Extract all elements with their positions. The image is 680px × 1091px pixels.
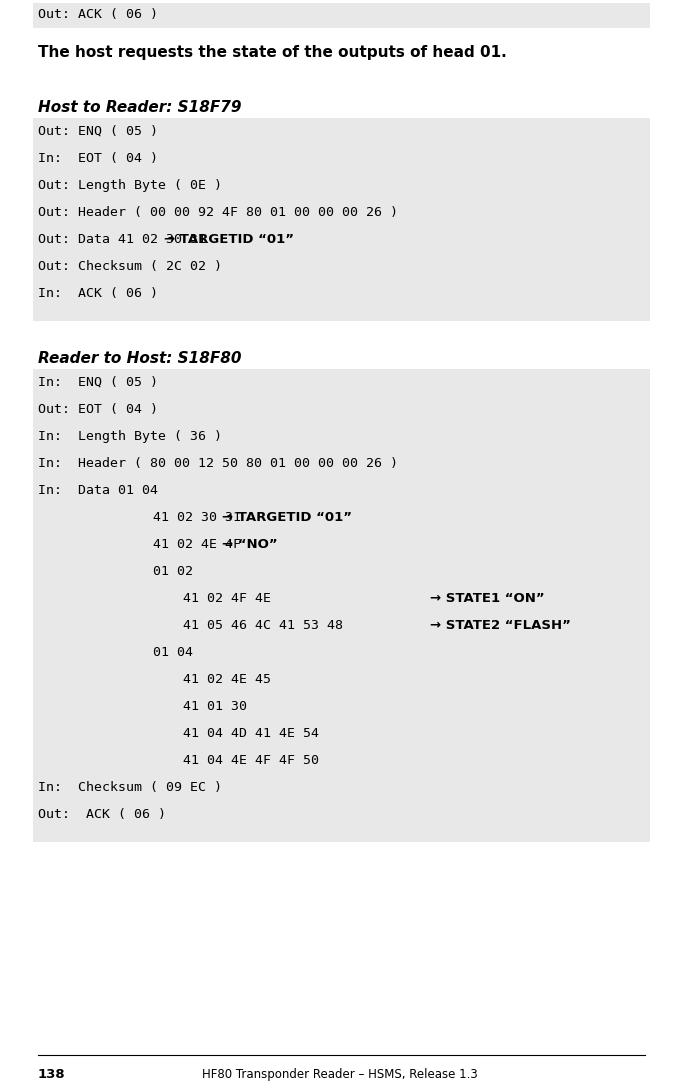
Text: Out: Length Byte ( 0E ): Out: Length Byte ( 0E ) [38,179,222,192]
Text: Host to Reader: S18F79: Host to Reader: S18F79 [38,100,241,115]
Text: 41 02 30 31: 41 02 30 31 [153,511,249,524]
Text: → STATE2 “FLASH”: → STATE2 “FLASH” [430,619,571,632]
Text: In:  Data 01 04: In: Data 01 04 [38,484,158,497]
Text: 41 05 46 4C 41 53 48: 41 05 46 4C 41 53 48 [183,619,343,632]
Text: Out: Data 41 02 30 31: Out: Data 41 02 30 31 [38,233,214,245]
Text: Out: Checksum ( 2C 02 ): Out: Checksum ( 2C 02 ) [38,260,222,273]
Text: → TARGETID “01”: → TARGETID “01” [222,511,352,524]
Text: Out:  ACK ( 06 ): Out: ACK ( 06 ) [38,808,166,822]
Text: In:  Length Byte ( 36 ): In: Length Byte ( 36 ) [38,430,222,443]
Text: In:  Header ( 80 00 12 50 80 01 00 00 00 26 ): In: Header ( 80 00 12 50 80 01 00 00 00 … [38,457,398,470]
Text: In:  EOT ( 04 ): In: EOT ( 04 ) [38,152,158,165]
Text: 01 04: 01 04 [153,646,193,659]
Bar [33,369,650,842]
Text: Out: Header ( 00 00 92 4F 80 01 00 00 00 26 ): Out: Header ( 00 00 92 4F 80 01 00 00 00… [38,206,398,219]
Text: 41 04 4E 4F 4F 50: 41 04 4E 4F 4F 50 [183,754,319,767]
Bar [33,3,650,28]
Bar [33,118,650,321]
Text: 41 02 4E 4F: 41 02 4E 4F [153,538,249,551]
Text: Out: ACK ( 06 ): Out: ACK ( 06 ) [38,8,158,21]
Text: 41 01 30: 41 01 30 [183,700,247,714]
Text: In:  ENQ ( 05 ): In: ENQ ( 05 ) [38,376,158,389]
Text: → “NO”: → “NO” [222,538,277,551]
Text: In:  Checksum ( 09 EC ): In: Checksum ( 09 EC ) [38,781,222,794]
Text: 41 04 4D 41 4E 54: 41 04 4D 41 4E 54 [183,727,319,740]
Text: 41 02 4E 45: 41 02 4E 45 [183,673,271,686]
Text: HF80 Transponder Reader – HSMS, Release 1.3: HF80 Transponder Reader – HSMS, Release … [202,1068,478,1081]
Text: 138: 138 [38,1068,66,1081]
Text: Out: ENQ ( 05 ): Out: ENQ ( 05 ) [38,125,158,137]
Text: The host requests the state of the outputs of head 01.: The host requests the state of the outpu… [38,45,507,60]
Text: 41 02 4F 4E: 41 02 4F 4E [183,592,271,606]
Text: Out: EOT ( 04 ): Out: EOT ( 04 ) [38,403,158,416]
Text: → STATE1 “ON”: → STATE1 “ON” [430,592,545,606]
Text: 01 02: 01 02 [153,565,193,578]
Text: In:  ACK ( 06 ): In: ACK ( 06 ) [38,287,158,300]
Text: Reader to Host: S18F80: Reader to Host: S18F80 [38,351,241,365]
Text: → TARGETID “01”: → TARGETID “01” [164,233,294,245]
